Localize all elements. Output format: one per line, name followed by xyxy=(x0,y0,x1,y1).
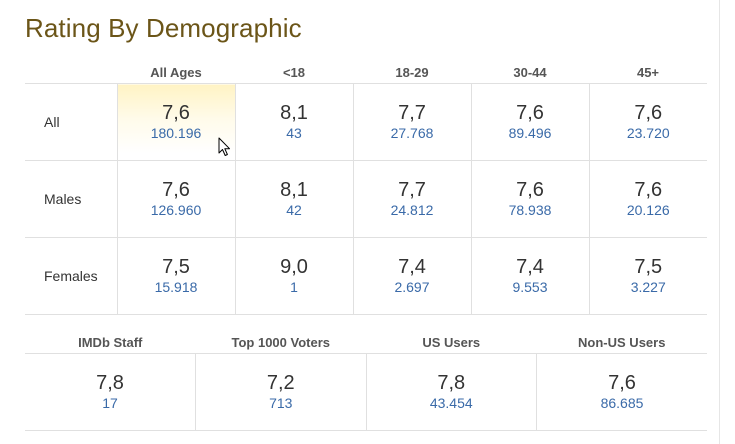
row-label-females: Females xyxy=(25,237,117,315)
rating-value: 7,6 xyxy=(162,179,190,201)
cell-non-us-users: 7,6 86.685 xyxy=(536,353,707,431)
rating-value: 7,6 xyxy=(162,102,190,124)
cell-males-30-44: 7,6 78.938 xyxy=(470,160,589,238)
cell-males-all-ages: 7,6 126.960 xyxy=(116,160,235,238)
votes-link[interactable]: 180.196 xyxy=(150,125,202,141)
rating-value: 7,5 xyxy=(162,256,190,278)
cell-all-all-ages: 7,6 180.196 xyxy=(116,83,235,161)
votes-link[interactable]: 126.960 xyxy=(150,202,202,218)
votes-link[interactable]: 42 xyxy=(286,202,302,218)
header-under-18: <18 xyxy=(235,61,353,84)
votes-link[interactable]: 15.918 xyxy=(154,279,198,295)
rating-value: 7,2 xyxy=(266,372,295,394)
votes-link[interactable]: 78.938 xyxy=(508,202,552,218)
rating-value: 7,7 xyxy=(398,102,426,124)
votes-link[interactable]: 20.126 xyxy=(626,202,670,218)
header-all-ages: All Ages xyxy=(117,61,235,84)
cell-all-18-29: 7,7 27.768 xyxy=(352,83,471,161)
special-groups-table: IMDb Staff Top 1000 Voters US Users Non-… xyxy=(25,331,707,431)
cell-all-45-plus: 7,6 23.720 xyxy=(588,83,707,161)
rating-value: 7,8 xyxy=(96,372,124,394)
table-row-females: Females 7,5 15.918 9,0 1 7,4 2.697 7,4 9… xyxy=(25,237,707,315)
special-row: 7,8 17 7,2 713 7,8 43.454 7,6 86.685 xyxy=(25,353,707,431)
mouse-pointer-icon xyxy=(218,137,230,156)
votes-link[interactable]: 713 xyxy=(269,395,293,411)
table-row-males: Males 7,6 126.960 8,1 42 7,7 24.812 7,6 … xyxy=(25,160,707,238)
cell-females-all-ages: 7,5 15.918 xyxy=(116,237,235,315)
rating-value: 7,4 xyxy=(516,256,544,278)
rating-value: 7,7 xyxy=(398,179,426,201)
cell-imdb-staff: 7,8 17 xyxy=(25,353,196,431)
header-30-44: 30-44 xyxy=(471,61,589,84)
rating-value: 7,5 xyxy=(634,256,663,278)
cell-males-under-18: 8,1 42 xyxy=(234,160,353,238)
demographic-table: All Ages <18 18-29 30-44 45+ All 7,6 180… xyxy=(25,61,707,315)
votes-link[interactable]: 89.496 xyxy=(508,125,552,141)
votes-link[interactable]: 27.768 xyxy=(390,125,434,141)
header-empty xyxy=(25,61,117,84)
votes-link[interactable]: 24.812 xyxy=(390,202,434,218)
votes-link[interactable]: 17 xyxy=(102,395,118,411)
rating-value: 7,6 xyxy=(516,102,544,124)
rating-value: 7,6 xyxy=(608,372,636,394)
rating-value: 9,0 xyxy=(280,256,308,278)
special-header-row: IMDb Staff Top 1000 Voters US Users Non-… xyxy=(25,331,707,354)
cell-males-45-plus: 7,6 20.126 xyxy=(588,160,707,238)
cell-females-45-plus: 7,5 3.227 xyxy=(588,237,707,315)
rating-value: 8,1 xyxy=(280,179,308,201)
votes-link[interactable]: 23.720 xyxy=(626,125,670,141)
header-top-1000-voters: Top 1000 Voters xyxy=(195,331,366,354)
votes-link[interactable]: 9.553 xyxy=(512,279,548,295)
header-imdb-staff: IMDb Staff xyxy=(25,331,196,354)
votes-link[interactable]: 1 xyxy=(290,279,298,295)
votes-link[interactable]: 43.454 xyxy=(429,395,473,411)
header-non-us-users: Non-US Users xyxy=(536,331,707,354)
row-label-males: Males xyxy=(25,160,117,238)
table-header-row: All Ages <18 18-29 30-44 45+ xyxy=(25,61,707,84)
votes-link[interactable]: 3.227 xyxy=(630,279,666,295)
cell-females-18-29: 7,4 2.697 xyxy=(352,237,471,315)
votes-link[interactable]: 43 xyxy=(286,125,302,141)
cell-us-users: 7,8 43.454 xyxy=(365,353,537,431)
rating-by-demographic-panel: Rating By Demographic All Ages <18 18-29… xyxy=(25,0,720,444)
rating-value: 7,6 xyxy=(516,179,544,201)
rating-value: 7,8 xyxy=(437,372,466,394)
rating-value: 7,6 xyxy=(634,102,663,124)
cell-males-18-29: 7,7 24.812 xyxy=(352,160,471,238)
rating-value: 7,6 xyxy=(634,179,663,201)
header-us-users: US Users xyxy=(366,331,537,354)
header-45-plus: 45+ xyxy=(589,61,707,84)
table-row-all: All 7,6 180.196 8,1 43 7,7 27.768 7,6 89… xyxy=(25,83,707,161)
cell-all-under-18: 8,1 43 xyxy=(234,83,353,161)
cell-top-1000-voters: 7,2 713 xyxy=(195,353,366,431)
cell-females-30-44: 7,4 9.553 xyxy=(470,237,589,315)
votes-link[interactable]: 2.697 xyxy=(394,279,430,295)
rating-value: 7,4 xyxy=(398,256,426,278)
cell-females-under-18: 9,0 1 xyxy=(234,237,353,315)
cell-all-30-44: 7,6 89.496 xyxy=(470,83,589,161)
rating-value: 8,1 xyxy=(280,102,308,124)
votes-link[interactable]: 86.685 xyxy=(600,395,644,411)
header-18-29: 18-29 xyxy=(353,61,471,84)
row-label-all: All xyxy=(25,83,117,161)
page-title: Rating By Demographic xyxy=(25,13,302,43)
